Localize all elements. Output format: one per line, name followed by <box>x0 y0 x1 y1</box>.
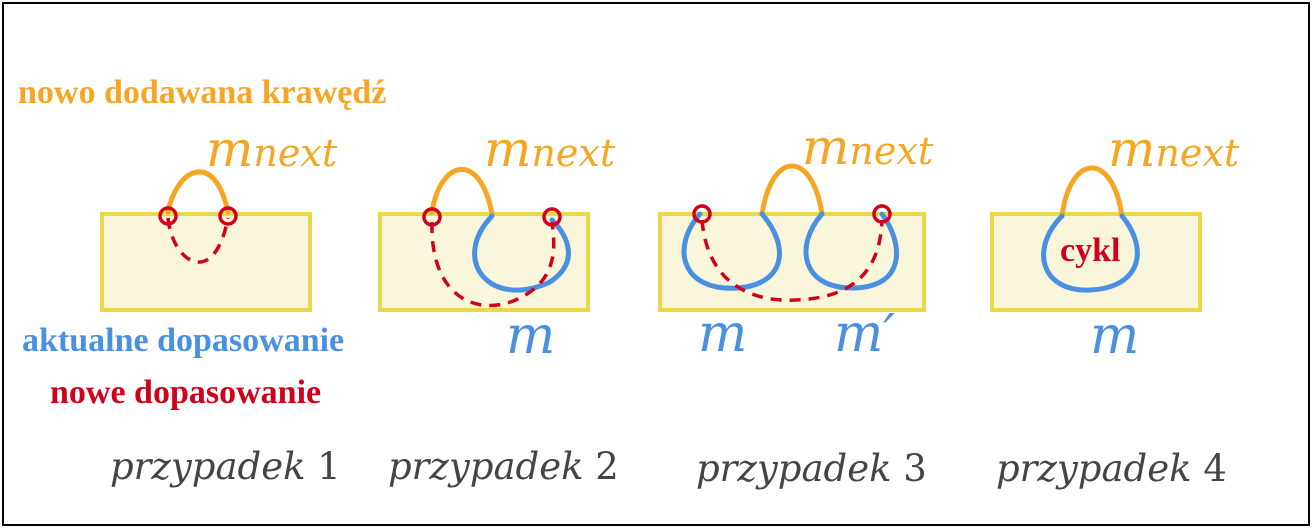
case-4-caption: przypadek 4 <box>996 450 1227 487</box>
case-2-graphic <box>378 167 590 312</box>
case-1-new-edge <box>165 169 231 215</box>
case-3-box <box>658 212 926 312</box>
case-4-graphic <box>990 165 1202 312</box>
case-3-mnext-label: mnext <box>802 122 933 172</box>
case-2-number: 2 <box>595 445 619 488</box>
case-4-m-label: m <box>1090 306 1140 366</box>
case-4-word: przypadek <box>996 447 1192 490</box>
case-4-box <box>990 212 1202 312</box>
mnext-base: m <box>802 118 850 176</box>
case-2-m-label: m <box>506 306 556 366</box>
mnext-subscript: next <box>253 131 338 175</box>
case-2-current-matching <box>472 213 571 293</box>
case-1-vertex-right <box>218 206 238 226</box>
legend-current-matching: aktualne dopasowanie <box>22 322 345 359</box>
mnext-base: m <box>1108 120 1156 178</box>
case-1-number: 1 <box>317 445 341 488</box>
case-1-graphic <box>100 169 312 312</box>
case-3-current-matching-m-prime <box>803 211 899 291</box>
case-1-word: przypadek <box>110 445 306 488</box>
case-2-vertex-left <box>422 207 442 227</box>
case-3-vertex-right <box>872 204 892 224</box>
case-3-caption: przypadek 3 <box>696 450 927 487</box>
mnext-subscript: next <box>849 129 934 173</box>
mnext-subscript: next <box>531 131 616 175</box>
case-3-number: 3 <box>903 447 927 490</box>
case-3-new-matching <box>700 219 884 302</box>
case-3-new-edge <box>759 163 825 217</box>
mnext-subscript: next <box>1155 131 1240 175</box>
case-1-caption: przypadek 1 <box>110 448 341 485</box>
case-2-vertex-right <box>542 207 562 227</box>
case-2-caption: przypadek 2 <box>388 448 619 485</box>
case-3-word: przypadek <box>696 447 892 490</box>
case-2-word: przypadek <box>388 445 584 488</box>
case-4-number: 4 <box>1203 447 1227 490</box>
case-4-mnext-label: mnext <box>1108 124 1239 174</box>
case-3-m-prime-label: m′ <box>834 304 896 364</box>
case-4-current-matching <box>1041 213 1140 293</box>
case-3-m-label: m <box>698 304 748 364</box>
case-1-box <box>100 212 312 312</box>
legend-new-edge: nowo dodawana krawędź <box>18 74 387 111</box>
case-1-vertex-left <box>158 206 178 226</box>
case-3-vertex-left <box>692 204 712 224</box>
case-2-box <box>378 212 590 312</box>
cycle-label: cykl <box>1060 232 1121 269</box>
legend-new-matching: nowe dopasowanie <box>50 374 322 411</box>
case-2-mnext-label: mnext <box>484 124 615 174</box>
case-4-new-edge <box>1059 165 1125 219</box>
case-2-new-edge <box>429 167 495 217</box>
mnext-base: m <box>484 120 532 178</box>
case-1-mnext-label: mnext <box>206 124 337 174</box>
mnext-base: m <box>206 120 254 178</box>
case-3-graphic <box>658 163 926 312</box>
case-2-new-matching <box>430 221 556 308</box>
